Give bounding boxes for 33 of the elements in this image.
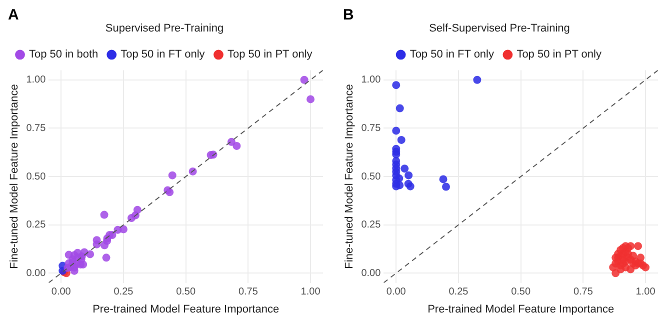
x-tick-label: 1.00 xyxy=(636,286,656,298)
y-tick-label: 0.75 xyxy=(26,122,46,134)
y-axis-title: Fine-tuned Model Feature Importance xyxy=(344,84,356,269)
y-tick-label: 0.25 xyxy=(26,220,46,231)
y-tick-label: 1.00 xyxy=(26,74,46,86)
x-tick-label: 0.00 xyxy=(51,286,72,298)
x-tick-label: 1.00 xyxy=(300,286,321,298)
x-tick-label: 0.00 xyxy=(386,286,406,298)
chart-title: Self-Supervised Pre-Training xyxy=(429,22,570,35)
legend-label: Top 50 in FT only xyxy=(410,48,494,61)
text: A xyxy=(8,6,19,24)
x-tick-label: 0.50 xyxy=(176,286,196,298)
x-tick-label: 0.75 xyxy=(238,286,258,298)
y-tick-label: 0.50 xyxy=(361,171,382,182)
y-axis-title: Fine-tuned Model Feature Importance xyxy=(8,84,21,269)
x-tick-label: 0.25 xyxy=(448,286,469,298)
legend-label: Top 50 in PT only xyxy=(516,48,602,61)
legend-label: Top 50 in PT only xyxy=(227,48,313,61)
x-axis-title: Pre-trained Model Feature Importance xyxy=(428,303,614,316)
chart-title: Supervised Pre-Training xyxy=(105,22,224,35)
y-tick-label: 0.25 xyxy=(361,220,382,231)
y-tick-label: 0.00 xyxy=(26,268,46,279)
y-tick-label: 0.00 xyxy=(361,268,382,279)
x-tick-label: 0.50 xyxy=(511,286,531,298)
y-tick-label: 1.00 xyxy=(361,74,382,86)
x-axis-title: Pre-trained Model Feature Importance xyxy=(92,303,280,316)
x-tick-label: 0.25 xyxy=(114,286,134,298)
x-tick-label: 0.75 xyxy=(573,286,594,298)
y-tick-label: 0.50 xyxy=(26,171,46,182)
y-tick-label: 0.75 xyxy=(361,122,382,134)
legend-label: Top 50 in both xyxy=(29,48,98,61)
legend-label: Top 50 in FT only xyxy=(120,48,206,61)
text: B xyxy=(343,6,354,24)
